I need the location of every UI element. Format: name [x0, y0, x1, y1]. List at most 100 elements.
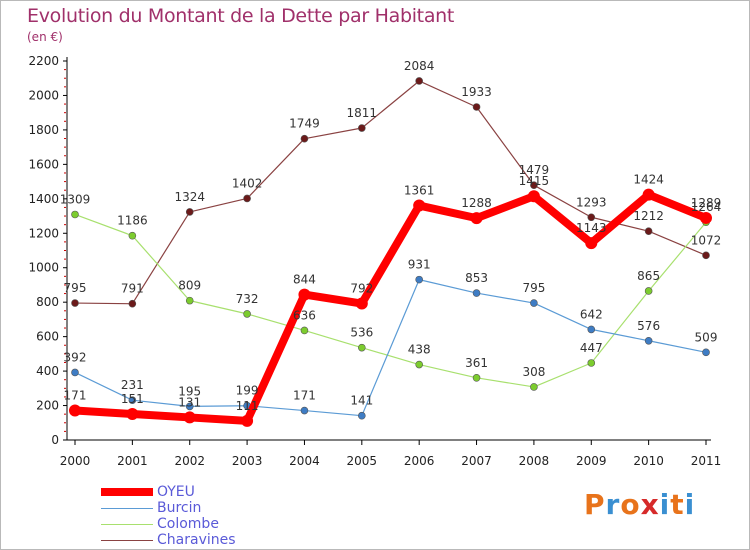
data-label-colombe: 1186 — [117, 214, 148, 228]
data-label-charavines: 1933 — [461, 85, 492, 99]
y-tick-label: 400 — [36, 364, 59, 378]
data-label-oyeu: 1289 — [691, 196, 722, 210]
data-label-charavines: 1293 — [576, 195, 607, 209]
legend-label-burcin: Burcin — [157, 500, 202, 516]
data-label-oyeu: 1415 — [519, 174, 550, 188]
data-label-charavines: 1479 — [519, 163, 550, 177]
x-tick-label: 2000 — [60, 454, 91, 468]
x-tick-label: 2004 — [289, 454, 320, 468]
x-tick-label: 2001 — [117, 454, 148, 468]
logo-letter: x — [640, 488, 660, 521]
x-tick-label: 2009 — [576, 454, 607, 468]
data-point-colombe — [128, 231, 137, 240]
legend-item-colombe: Colombe — [101, 516, 321, 533]
x-tick-label: 2006 — [404, 454, 435, 468]
data-label-charavines: 1324 — [174, 190, 205, 204]
data-point-oyeu — [241, 414, 254, 427]
data-label-colombe: 361 — [465, 356, 488, 370]
y-tick-label: 600 — [36, 330, 59, 344]
data-label-burcin: 642 — [580, 307, 603, 321]
chart-legend: OYEU Burcin Colombe Charavines — [101, 484, 321, 549]
data-label-burcin: 795 — [522, 281, 545, 295]
logo-letter: i — [659, 488, 671, 521]
logo-letter: o — [620, 488, 641, 521]
data-label-charavines: 791 — [121, 282, 144, 296]
data-label-colombe: 438 — [408, 343, 431, 357]
legend-swatch-colombe — [101, 523, 153, 525]
data-point-charavines — [530, 181, 538, 190]
y-tick-label: 2000 — [28, 88, 59, 102]
legend-label-charavines: Charavines — [157, 532, 236, 548]
data-point-colombe — [530, 383, 538, 391]
data-label-burcin: 199 — [236, 384, 259, 398]
data-point-burcin — [644, 336, 653, 345]
data-point-burcin — [358, 411, 366, 420]
data-label-colombe: 865 — [637, 269, 660, 283]
y-tick-label: 200 — [36, 399, 59, 413]
data-point-oyeu — [183, 411, 196, 424]
logo-letter: i — [684, 488, 696, 521]
data-label-burcin: 509 — [695, 330, 718, 344]
x-tick-label: 2008 — [519, 454, 550, 468]
data-label-charavines: 2084 — [404, 59, 435, 73]
data-point-colombe — [587, 359, 596, 367]
x-tick-label: 2003 — [232, 454, 263, 468]
data-label-burcin: 195 — [178, 384, 201, 398]
data-label-colombe: 536 — [350, 326, 373, 340]
data-point-oyeu — [69, 404, 81, 417]
x-tick-label: 2002 — [174, 454, 205, 468]
series-line-burcin — [74, 279, 707, 417]
y-tick-label: 800 — [36, 295, 59, 309]
y-tick-label: 1800 — [28, 123, 59, 137]
data-point-colombe — [185, 296, 194, 305]
series-line-colombe — [74, 213, 707, 388]
x-tick-label: 2007 — [461, 454, 492, 468]
data-label-oyeu: 1288 — [461, 196, 492, 210]
data-label-burcin: 576 — [637, 319, 660, 333]
data-point-charavines — [472, 103, 481, 111]
y-tick-label: 1000 — [28, 261, 59, 275]
data-point-oyeu — [585, 237, 598, 250]
data-label-colombe: 809 — [178, 279, 201, 293]
data-label-charavines: 1749 — [289, 117, 320, 131]
data-label-oyeu: 1361 — [404, 184, 435, 198]
data-point-colombe — [415, 360, 423, 369]
data-point-colombe — [71, 210, 79, 219]
data-point-burcin — [530, 299, 538, 307]
data-point-oyeu — [527, 190, 540, 203]
data-point-charavines — [185, 208, 194, 216]
data-label-oyeu: 111 — [236, 399, 259, 413]
legend-label-oyeu: OYEU — [157, 484, 195, 500]
data-point-oyeu — [298, 288, 311, 301]
legend-item-oyeu: OYEU — [101, 484, 321, 501]
chart-title: Evolution du Montant de la Dette par Hab… — [27, 5, 455, 27]
data-label-charavines: 795 — [64, 281, 87, 295]
data-point-colombe — [358, 343, 366, 352]
data-label-burcin: 141 — [350, 394, 373, 408]
data-point-burcin — [71, 368, 79, 377]
series-line-oyeu — [71, 190, 710, 425]
data-label-colombe: 308 — [522, 365, 545, 379]
data-label-burcin: 231 — [121, 378, 144, 392]
data-point-oyeu — [126, 407, 139, 420]
data-point-burcin — [128, 396, 137, 405]
data-label-charavines: 1072 — [691, 233, 722, 247]
data-point-oyeu — [642, 188, 655, 201]
legend-label-colombe: Colombe — [157, 516, 219, 532]
data-label-oyeu: 844 — [293, 273, 316, 287]
data-label-charavines: 1811 — [347, 106, 378, 120]
y-tick-label: 1400 — [28, 192, 59, 206]
data-point-burcin — [415, 275, 423, 284]
data-point-burcin — [587, 325, 596, 334]
data-point-burcin — [185, 402, 194, 411]
logo-letter: r — [605, 488, 621, 521]
data-point-colombe — [300, 326, 309, 335]
y-tick-label: 1600 — [28, 157, 59, 171]
proxiti-logo: Proxiti — [584, 488, 695, 521]
data-label-burcin: 853 — [465, 271, 488, 285]
data-label-oyeu: 1424 — [633, 173, 664, 187]
data-label-charavines: 1212 — [633, 209, 664, 223]
data-point-burcin — [472, 289, 481, 297]
data-label-colombe: 1309 — [60, 192, 91, 206]
